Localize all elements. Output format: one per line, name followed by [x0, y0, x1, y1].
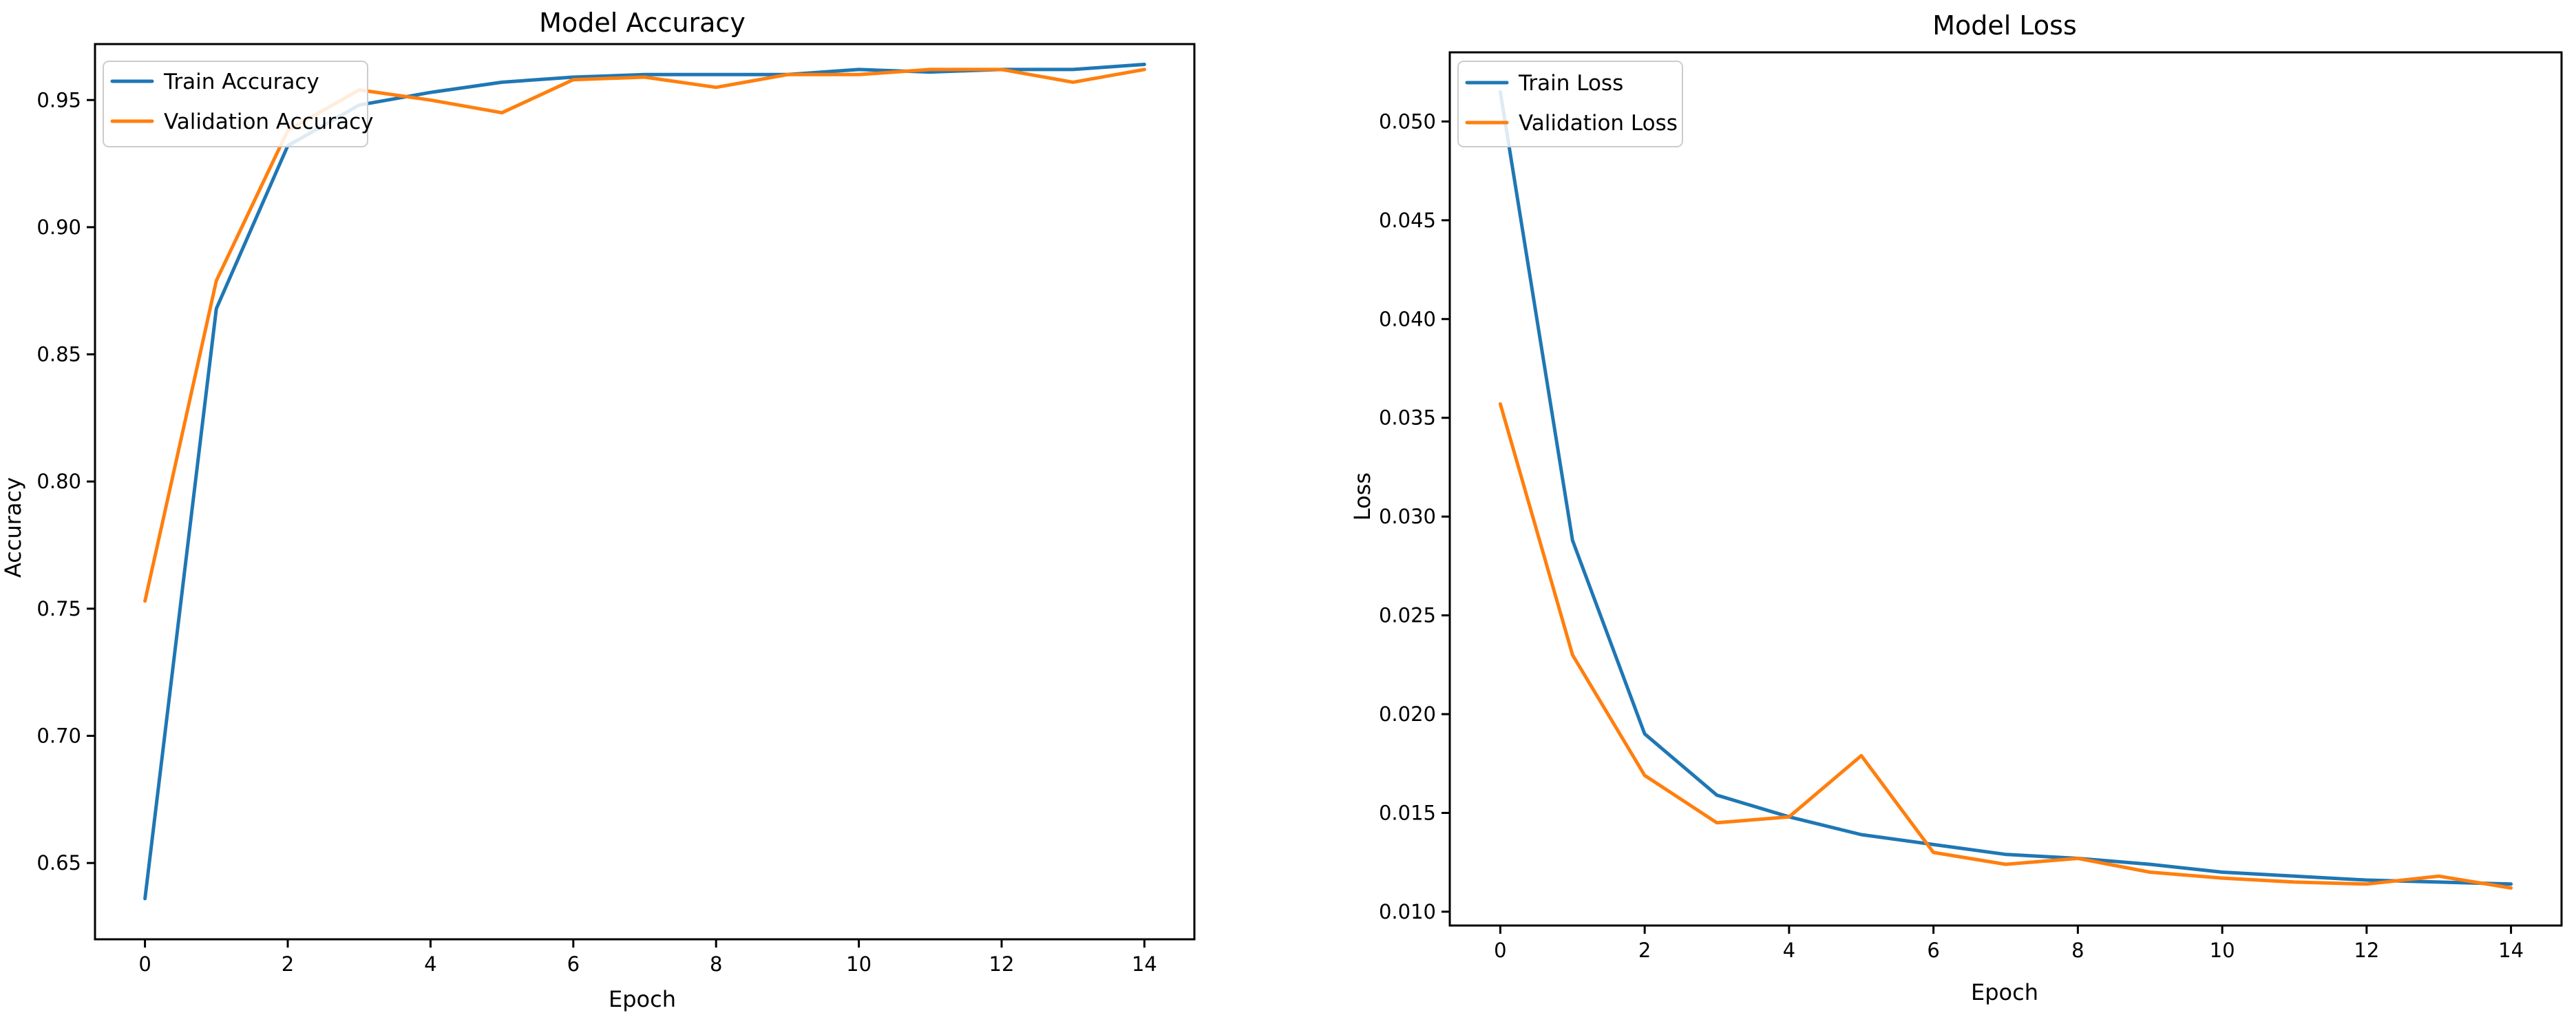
- x-tick-label: 0: [138, 952, 151, 976]
- series-line-validation-accuracy: [143, 67, 1146, 603]
- x-tick-label: 8: [2071, 939, 2084, 962]
- legend-label-train-accuracy: Train Accuracy: [163, 70, 319, 94]
- x-tick-label: 6: [1927, 939, 1939, 962]
- x-tick-label: 10: [2210, 939, 2235, 962]
- x-axis-label: Epoch: [1971, 979, 2038, 1005]
- y-tick-label: 0.70: [36, 724, 81, 748]
- y-tick-label: 0.020: [1379, 702, 1436, 726]
- x-tick-label: 4: [424, 952, 436, 976]
- y-tick-label: 0.95: [36, 88, 81, 112]
- legend-label-validation-loss: Validation Loss: [1519, 111, 1678, 136]
- x-tick-label: 14: [2498, 939, 2524, 962]
- y-tick-label: 0.010: [1379, 900, 1436, 923]
- x-tick-label: 0: [1494, 939, 1506, 962]
- y-axis-label: Accuracy: [0, 477, 26, 578]
- legend-label-train-loss: Train Loss: [1518, 71, 1623, 96]
- series-group: [143, 63, 1146, 901]
- x-tick-label: 12: [989, 952, 1015, 976]
- y-tick-label: 0.85: [36, 343, 81, 366]
- y-tick-label: 0.015: [1379, 801, 1436, 824]
- x-tick-label: 4: [1783, 939, 1795, 962]
- series-group: [1498, 90, 2513, 890]
- legend: Train Loss Validation Loss: [1457, 61, 1683, 147]
- y-tick-label: 0.030: [1379, 505, 1436, 528]
- x-tick-label: 6: [567, 952, 580, 976]
- series-line-validation-loss: [1498, 402, 2513, 890]
- y-tick-label: 0.90: [36, 216, 81, 239]
- series-line-train-accuracy: [143, 63, 1146, 901]
- x-tick-label: 10: [846, 952, 872, 976]
- plot-frame: [1448, 51, 2563, 927]
- y-tick-label: 0.040: [1379, 307, 1436, 331]
- y-tick-label: 0.80: [36, 470, 81, 493]
- loss-chart: Model Loss Loss Epoch 0 2 4 6 8 10 12 14 0.010 0.…: [1349, 10, 2563, 1005]
- x-tick-label: 2: [282, 952, 294, 976]
- chart-title: Model Loss: [1932, 10, 2077, 41]
- x-tick-label: 12: [2354, 939, 2379, 962]
- legend: Train Accuracy Validation Accuracy: [103, 61, 373, 147]
- legend-box: [103, 61, 368, 147]
- x-tick-label: 2: [1638, 939, 1651, 962]
- x-tick-label: 8: [710, 952, 722, 976]
- y-tick-label: 0.035: [1379, 406, 1436, 430]
- y-tick-label: 0.65: [36, 851, 81, 875]
- tick-group: 0 2 4 6 8 10 12 14 0.65 0.70 0.75 0.80 0.85 0.90 0.95: [36, 88, 1157, 976]
- x-tick-label: 14: [1132, 952, 1157, 976]
- y-tick-label: 0.050: [1379, 109, 1436, 133]
- plot-frame: [94, 43, 1196, 941]
- y-axis-label: Loss: [1349, 472, 1375, 521]
- chart-title: Model Accuracy: [539, 8, 746, 38]
- tick-group: 0 2 4 6 8 10 12 14 0.010 0.015 0.020 0.025 0.030 0.03…: [1379, 109, 2524, 962]
- x-axis-label: Epoch: [609, 986, 676, 1012]
- legend-box: [1457, 61, 1683, 147]
- y-tick-label: 0.045: [1379, 209, 1436, 232]
- y-tick-label: 0.025: [1379, 604, 1436, 627]
- series-line-train-loss: [1498, 90, 2513, 886]
- accuracy-chart: Model Accuracy Accuracy Epoch 0 2 4 6 8 10 12 1…: [0, 8, 1196, 1012]
- legend-label-validation-accuracy: Validation Accuracy: [164, 109, 373, 134]
- y-tick-label: 0.75: [36, 597, 81, 620]
